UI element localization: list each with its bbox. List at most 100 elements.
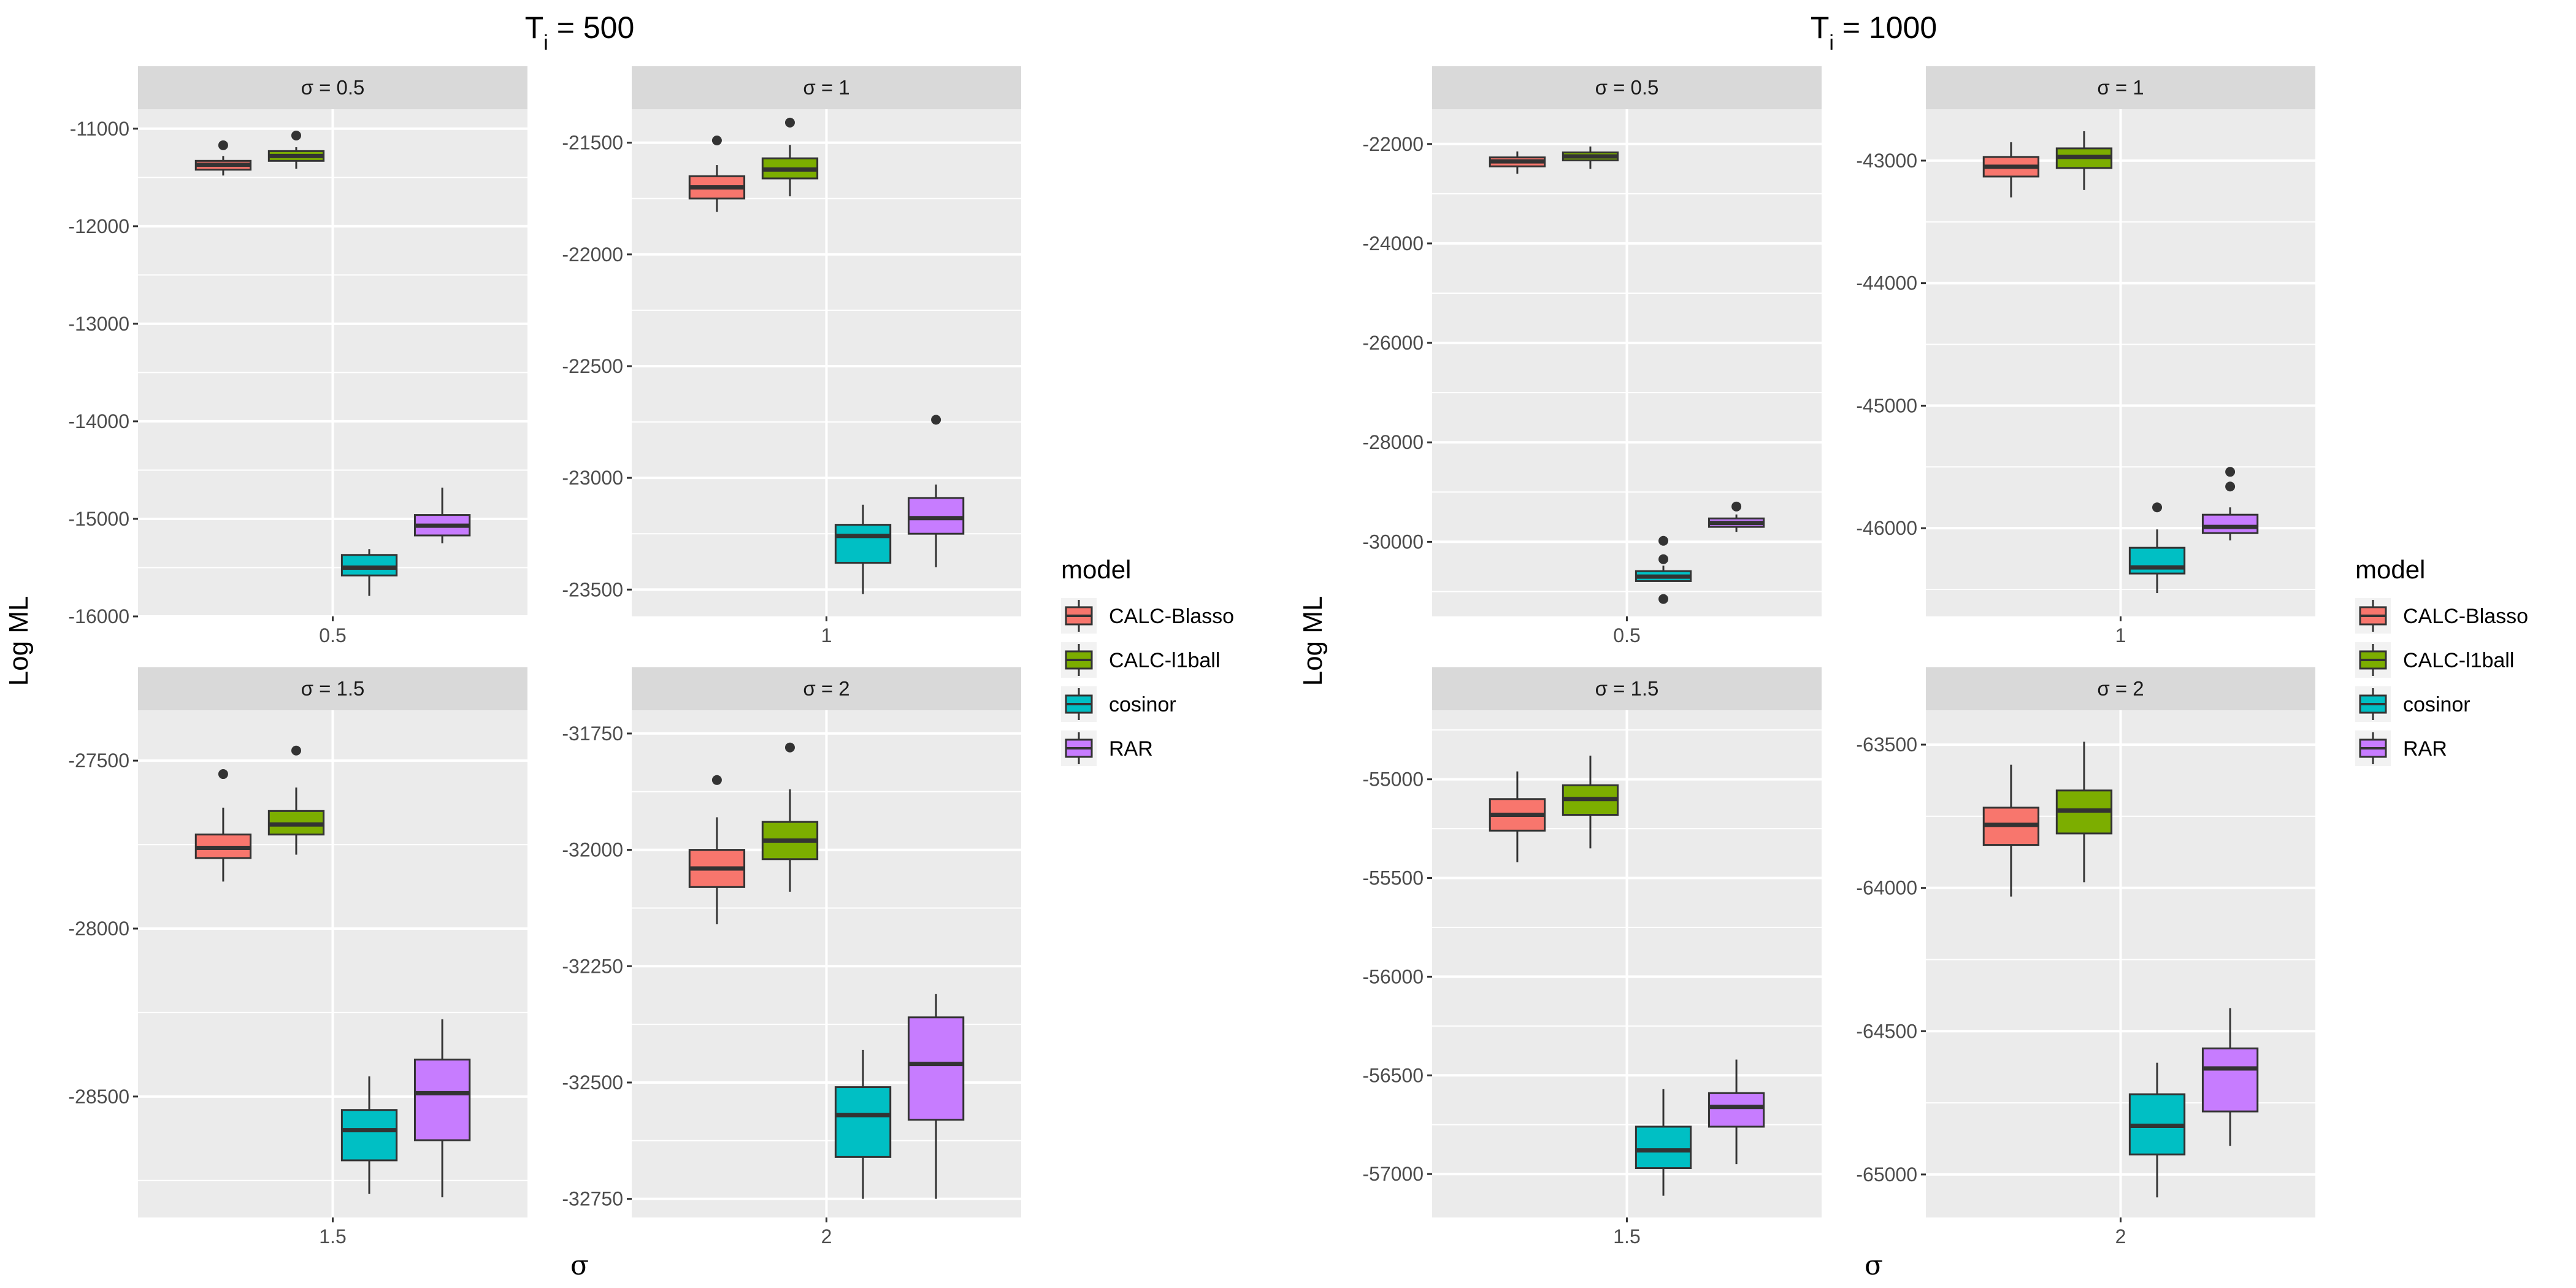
facet-panel: σ = 0.5 -16000 -15000 -14000 -13000 -12000 -11…	[68, 66, 527, 646]
facet-panel: σ = 2 -65000 -64500 -64000 -63500 2	[1856, 667, 2315, 1248]
box-body	[834, 524, 892, 564]
box-calc-blasso	[194, 769, 252, 882]
outlier-point	[1658, 594, 1669, 604]
y-tick-label: -43000	[1856, 150, 1917, 172]
legend-label: cosinor	[1109, 693, 1176, 716]
legend-label: RAR	[2403, 737, 2447, 761]
box-rar	[907, 415, 965, 567]
x-tick-label: 0.5	[319, 624, 346, 646]
y-tick-label: -28500	[68, 1086, 129, 1108]
x-tick-label: 2	[2115, 1225, 2126, 1248]
box-calc-l1ball	[267, 130, 325, 169]
y-tick-label: -30000	[1362, 531, 1424, 553]
y-tick-label: -57000	[1362, 1163, 1424, 1185]
box-rar	[2201, 467, 2259, 541]
box-calc-blasso	[1489, 151, 1546, 174]
y-tick-label: -64000	[1856, 877, 1917, 899]
y-tick-label: -32500	[562, 1071, 623, 1094]
box-rar	[413, 1019, 471, 1198]
y-tick-label: -12000	[68, 215, 129, 237]
facet-panel: σ = 1 -46000 -45000 -44000 -43000 1	[1856, 66, 2315, 646]
y-tick-label: -55000	[1362, 769, 1424, 791]
box-rar	[1708, 1059, 1765, 1165]
box-cosinor	[1635, 1089, 1692, 1196]
legend-label: RAR	[1109, 737, 1153, 761]
legend-title: model	[1061, 555, 1131, 584]
outlier-point	[1658, 554, 1669, 564]
box-rar	[413, 488, 471, 543]
chart-title-value: = 1000	[1834, 10, 1937, 45]
box-calc-l1ball	[761, 117, 819, 197]
box-calc-blasso	[688, 775, 746, 925]
y-tick-label: -23000	[562, 467, 623, 489]
y-tick-label: -27500	[68, 749, 129, 772]
box-calc-l1ball	[761, 742, 819, 892]
box-calc-blasso	[1982, 142, 2040, 197]
y-tick-label: -63500	[1856, 734, 1917, 756]
chart-title-value: = 500	[548, 10, 634, 45]
box-body	[834, 1086, 892, 1158]
facet-strip-label: σ = 0.5	[1595, 76, 1659, 99]
box-body	[907, 497, 965, 535]
box-body	[340, 554, 398, 577]
facet-panel: σ = 1.5 -57000 -56500 -56000 -55500 -55000 1.5	[1362, 667, 1822, 1248]
y-tick-label: -56000	[1362, 965, 1424, 987]
y-tick-label: -31750	[562, 723, 623, 745]
box-body	[340, 1109, 398, 1162]
box-cosinor	[834, 1049, 892, 1199]
facet-strip-label: σ = 2	[803, 677, 849, 700]
facet-panel: σ = 0.5 -30000 -28000 -26000 -24000 -22000 0.5	[1362, 66, 1822, 646]
y-tick-label: -64500	[1856, 1020, 1917, 1042]
outlier-point	[2225, 481, 2236, 492]
y-tick-label: -28000	[68, 918, 129, 940]
box-calc-blasso	[1982, 764, 2040, 897]
box-calc-blasso	[688, 136, 746, 212]
x-axis-label: σ	[570, 1250, 589, 1281]
y-tick-label: -23500	[562, 578, 623, 600]
y-tick-label: -11000	[70, 118, 129, 140]
y-tick-label: -65000	[1856, 1163, 1917, 1186]
outlier-point	[2152, 502, 2163, 513]
facet-strip-label: σ = 1.5	[301, 677, 365, 700]
legend-label: CALC-l1ball	[1109, 649, 1220, 672]
facet-strip-label: σ = 1.5	[1595, 677, 1659, 700]
box-calc-l1ball	[267, 745, 325, 855]
y-tick-label: -44000	[1856, 272, 1917, 294]
outlier-point	[711, 775, 722, 785]
facet-strip	[1926, 667, 2315, 710]
facet-strip-label: σ = 1	[2097, 76, 2144, 99]
y-tick-label: -24000	[1362, 232, 1424, 255]
outlier-point	[291, 130, 301, 140]
legend-label: CALC-Blasso	[2403, 605, 2528, 628]
box-rar	[2201, 1008, 2259, 1146]
y-tick-label: -28000	[1362, 431, 1424, 453]
y-tick-label: -21500	[562, 132, 623, 154]
legend-title: model	[2355, 555, 2425, 584]
facet-strip	[632, 667, 1021, 710]
facet-panel: σ = 2 -32750 -32500 -32250 -32000 -31750 2	[562, 667, 1021, 1248]
y-tick-label: -22500	[562, 355, 623, 377]
facet-strip	[1926, 66, 2315, 109]
chart-title-main: T	[1811, 10, 1830, 45]
y-axis-label: Log ML	[4, 596, 34, 686]
outlier-point	[218, 769, 228, 780]
y-tick-label: -32750	[562, 1188, 623, 1210]
chart-title-subscript: i	[1829, 31, 1834, 55]
outlier-point	[931, 415, 941, 425]
y-tick-label: -14000	[68, 410, 129, 432]
outlier-point	[711, 136, 722, 146]
y-tick-label: -32000	[562, 839, 623, 861]
y-tick-label: -16000	[68, 605, 129, 627]
chart-title-main: T	[525, 10, 544, 45]
legend: model CALC-Blasso CALC-l1ball cosinor RAR	[2355, 555, 2528, 766]
chart-title: Ti = 500	[525, 10, 635, 55]
box-calc-l1ball	[2055, 131, 2113, 190]
x-tick-label: 0.5	[1613, 624, 1640, 646]
box-cosinor	[340, 1076, 398, 1194]
box-calc-blasso	[1489, 771, 1546, 862]
y-tick-label: -15000	[68, 508, 129, 530]
outlier-point	[2225, 467, 2236, 477]
facet-strip	[632, 66, 1021, 109]
y-tick-label: -22000	[562, 243, 623, 266]
